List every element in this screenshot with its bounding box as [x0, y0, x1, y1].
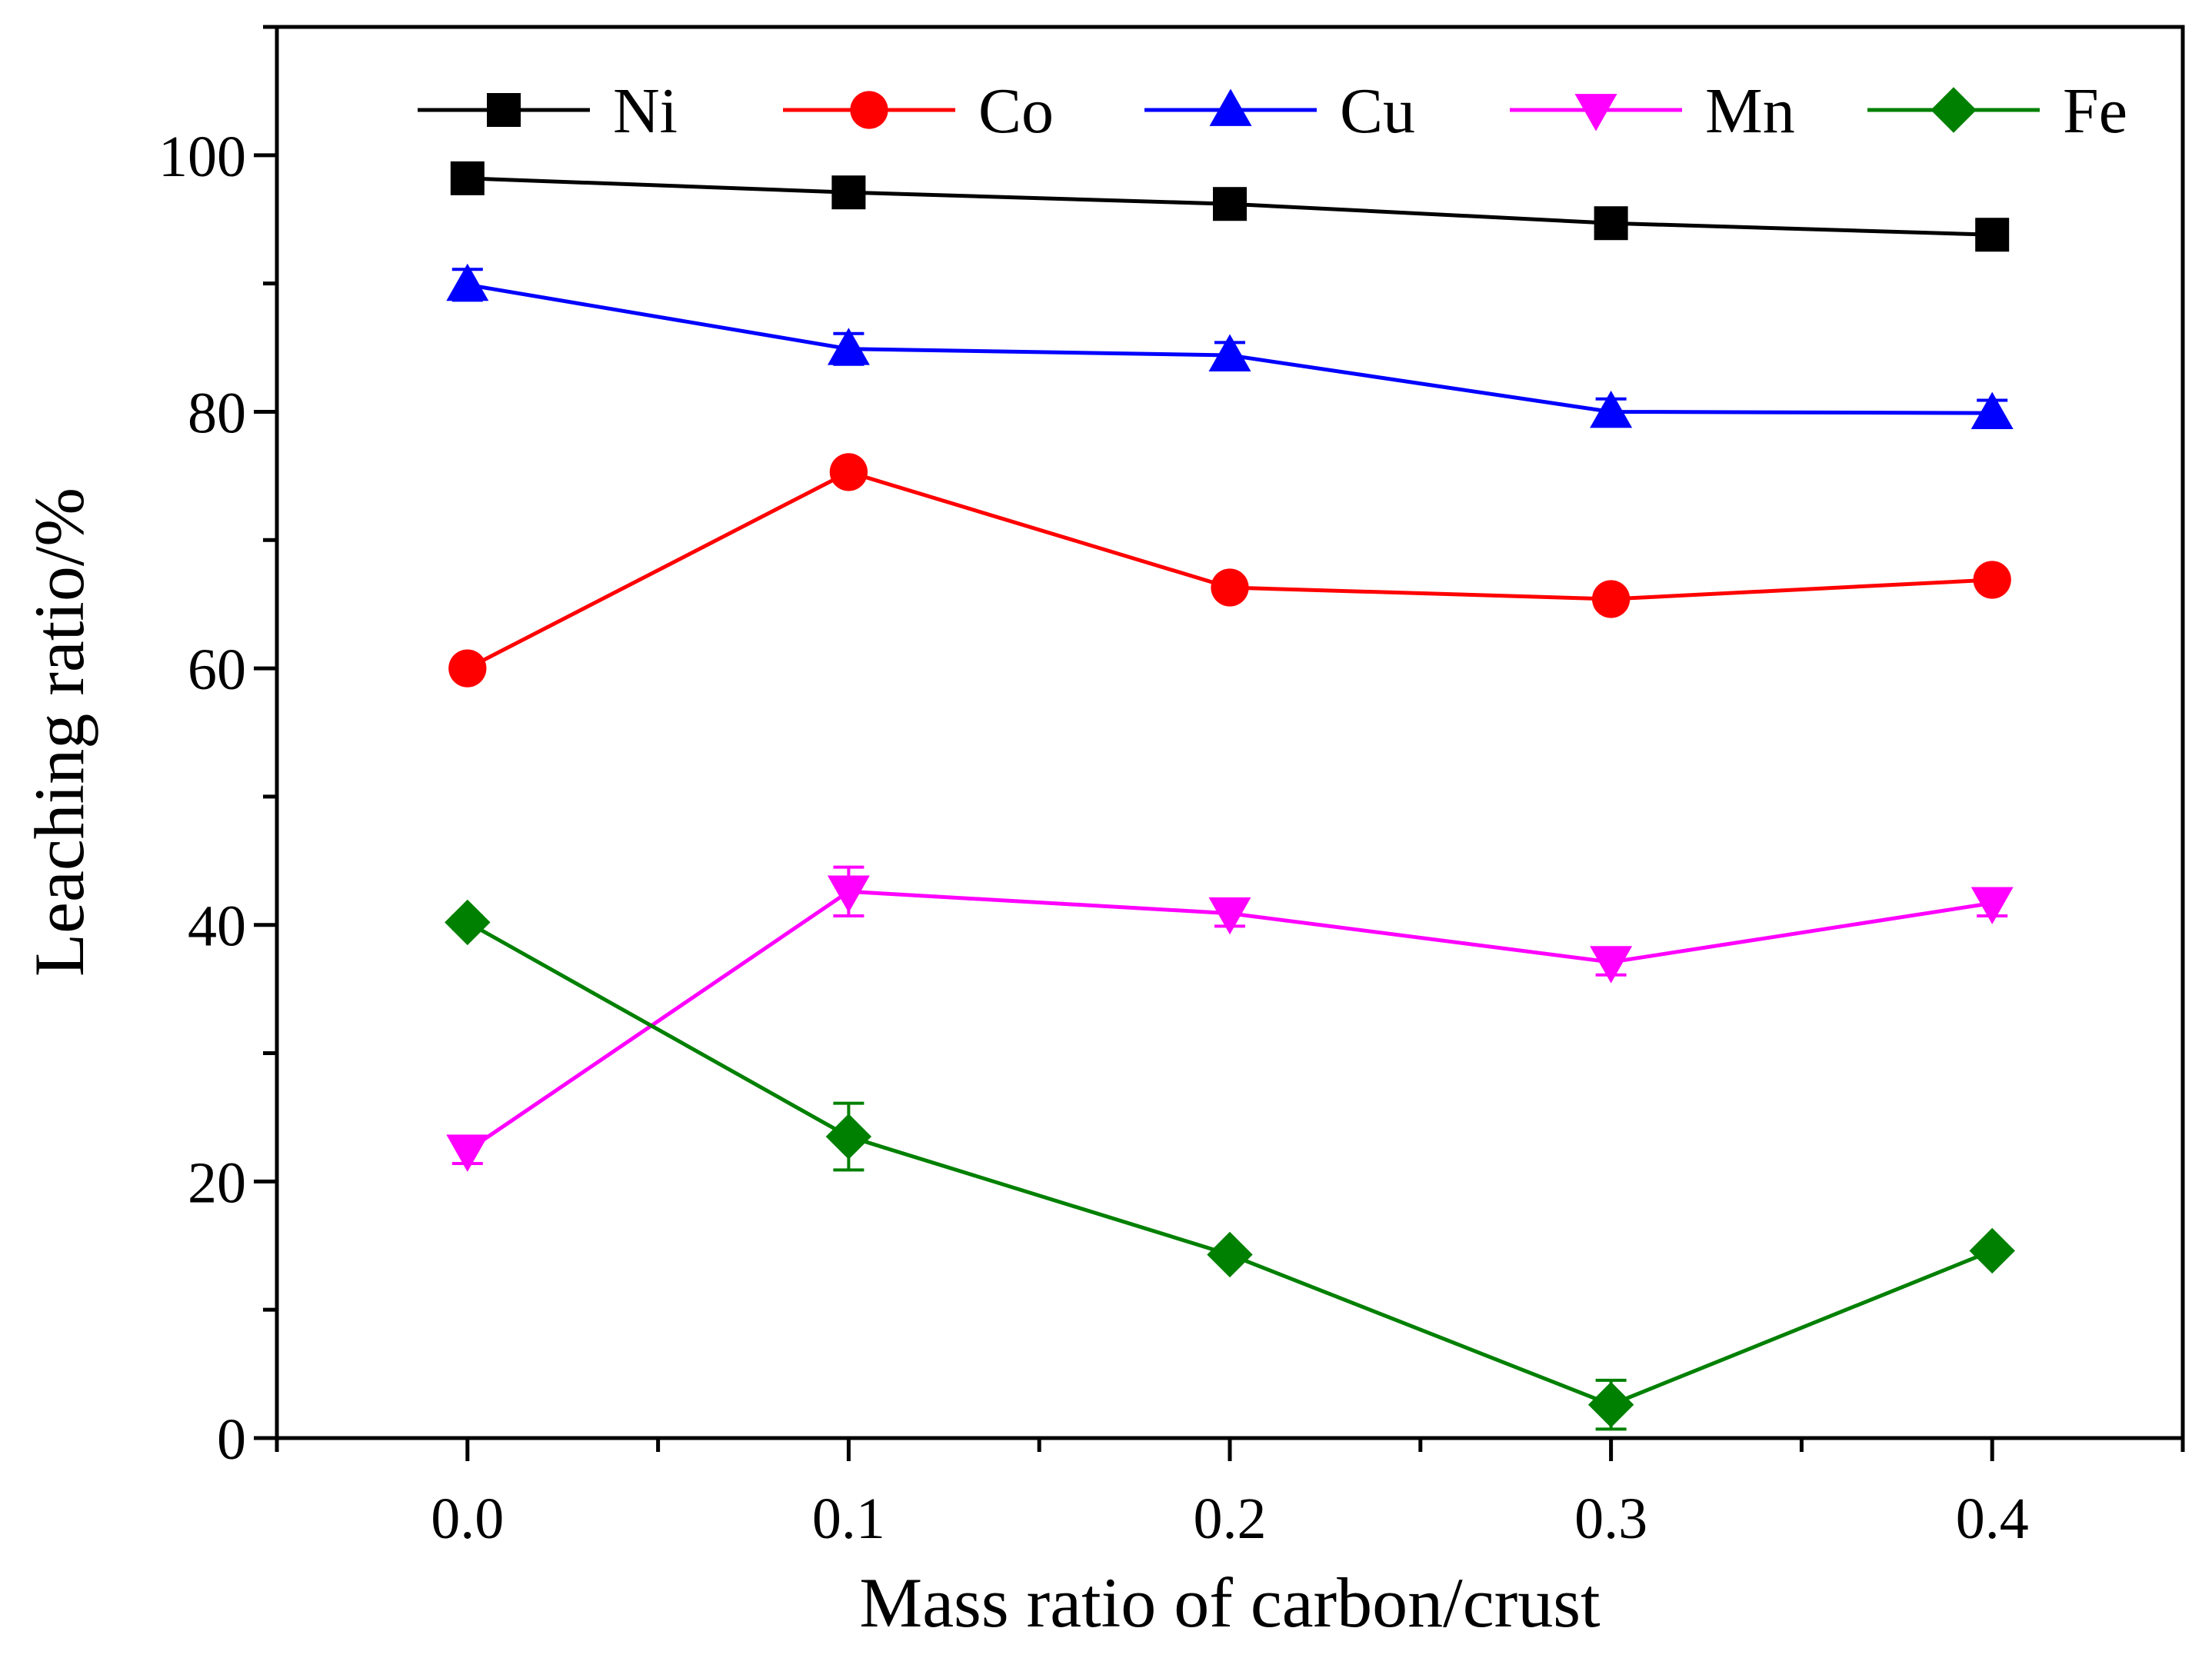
- legend-label-cu: Cu: [1340, 75, 1415, 147]
- x-axis: 0.0 0.1 0.2 0.3 0.4: [275, 1438, 2185, 1551]
- legend-marker-mn: [1574, 94, 1617, 132]
- series-mn-point: [446, 1134, 489, 1172]
- series-fe-point: [825, 1114, 872, 1160]
- series-mn-point: [1970, 887, 2014, 924]
- legend-label-ni: Ni: [613, 75, 678, 147]
- y-tick-label: 20: [188, 1150, 246, 1215]
- series-mn-point: [827, 875, 870, 913]
- legend-item-fe: Fe: [1867, 75, 2127, 147]
- plot-frame: [275, 25, 2185, 1440]
- y-tick-label: 40: [188, 894, 246, 959]
- series-co: [448, 453, 2011, 688]
- series-ni-point: [1213, 187, 1247, 221]
- series-fe-point: [1969, 1227, 2015, 1274]
- series-cu-point: [1590, 390, 1633, 428]
- series-fe-point: [1587, 1381, 1634, 1428]
- series-co-point: [448, 649, 487, 688]
- series-cu-point: [446, 263, 489, 301]
- y-tick-label: 60: [188, 638, 246, 702]
- series-co-point: [1591, 580, 1631, 618]
- series-fe: [445, 899, 2015, 1431]
- series-ni-point: [831, 175, 866, 210]
- x-tick-label: 0.3: [1574, 1487, 1647, 1551]
- series-layer: [445, 161, 2015, 1431]
- x-tick-label: 0.0: [431, 1487, 504, 1551]
- legend-marker-cu: [1209, 88, 1252, 126]
- series-cu-point: [1970, 391, 2014, 430]
- x-axis-title: Mass ratio of carbon/crust: [859, 1563, 1601, 1642]
- x-tick-label: 0.2: [1194, 1487, 1267, 1551]
- legend-label-co: Co: [978, 75, 1054, 147]
- series-mn-point: [1590, 946, 1633, 984]
- legend-label-fe: Fe: [2063, 75, 2127, 147]
- y-tick-label: 100: [158, 125, 246, 189]
- series-fe-point: [445, 899, 491, 946]
- series-fe-point: [1207, 1231, 1253, 1278]
- legend-marker-ni: [487, 93, 521, 127]
- y-axis: 0 20 40 60 80 100: [158, 25, 277, 1472]
- legend-item-mn: Mn: [1510, 75, 1795, 147]
- legend-item-cu: Cu: [1144, 75, 1415, 147]
- y-tick-label: 80: [188, 381, 246, 445]
- series-ni-point: [450, 161, 485, 195]
- x-tick-label: 0.4: [1956, 1487, 2029, 1551]
- legend-marker-co: [850, 91, 888, 129]
- legend-item-co: Co: [783, 75, 1054, 147]
- series-ni: [450, 161, 2010, 252]
- legend-label-mn: Mn: [1705, 75, 1795, 147]
- series-cu-point: [827, 328, 870, 365]
- series-cu: [446, 263, 2014, 430]
- legend-item-ni: Ni: [418, 75, 678, 147]
- y-tick-label: 0: [217, 1407, 246, 1472]
- series-ni-point: [1594, 206, 1628, 241]
- series-mn-point: [1208, 897, 1251, 935]
- series-co-point: [1211, 568, 1249, 607]
- series-mn: [446, 865, 2014, 1172]
- series-cu-point: [1208, 334, 1251, 371]
- x-tick-label: 0.1: [812, 1487, 885, 1551]
- y-axis-title: Leaching ratio/%: [20, 488, 98, 977]
- series-co-point: [829, 453, 868, 491]
- series-ni-point: [1975, 218, 2010, 252]
- legend-marker-fe: [1931, 87, 1977, 133]
- series-co-point: [1973, 561, 2011, 599]
- legend: Ni Co Cu Mn Fe: [418, 75, 2127, 147]
